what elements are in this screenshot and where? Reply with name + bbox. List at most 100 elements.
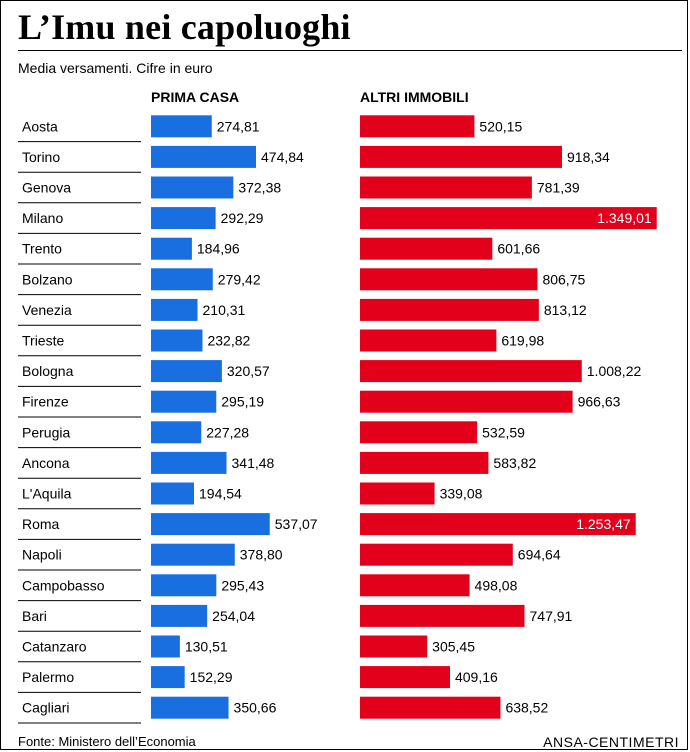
value-label-altri-immobili: 1.253,47 xyxy=(576,516,631,532)
city-label: Perugia xyxy=(22,424,70,440)
value-label-altri-immobili: 694,64 xyxy=(518,547,561,563)
city-label: Bologna xyxy=(22,363,74,379)
column-header-altri-immobili: ALTRI IMMOBILI xyxy=(360,89,469,105)
value-label-altri-immobili: 638,52 xyxy=(505,700,548,716)
city-label: Palermo xyxy=(22,669,74,685)
source-note: Fonte: Ministero dell’Economia xyxy=(18,734,196,749)
bar-prima-casa xyxy=(151,237,192,260)
value-label-prima-casa: 184,96 xyxy=(197,241,240,257)
value-label-prima-casa: 341,48 xyxy=(232,455,275,471)
city-label: Torino xyxy=(22,149,60,165)
value-label-prima-casa: 350,66 xyxy=(234,700,277,716)
bar-prima-casa xyxy=(151,115,212,138)
value-label-altri-immobili: 601,66 xyxy=(497,241,540,257)
city-label: Ancona xyxy=(22,455,70,471)
city-label: L'Aquila xyxy=(22,486,72,502)
bar-altri-immobili xyxy=(360,666,450,689)
value-label-prima-casa: 194,54 xyxy=(199,486,242,502)
bar-altri-immobili xyxy=(360,176,532,199)
value-label-prima-casa: 254,04 xyxy=(212,608,255,624)
bar-altri-immobili xyxy=(360,635,428,658)
bar-prima-casa xyxy=(151,635,180,658)
value-label-prima-casa: 292,29 xyxy=(221,210,264,226)
bar-altri-immobili xyxy=(360,574,470,597)
value-label-altri-immobili: 619,98 xyxy=(501,333,544,349)
bar-altri-immobili xyxy=(360,115,475,138)
city-label: Napoli xyxy=(22,547,62,563)
credit-label: ANSA-CENTIMETRI xyxy=(543,734,679,750)
city-label: Cagliari xyxy=(22,700,69,716)
bar-prima-casa xyxy=(151,360,222,383)
value-label-altri-immobili: 583,82 xyxy=(493,455,536,471)
bar-altri-immobili xyxy=(360,513,636,536)
value-label-altri-immobili: 532,59 xyxy=(482,424,525,440)
bar-altri-immobili xyxy=(360,604,525,627)
bar-prima-casa xyxy=(151,666,185,689)
city-label: Bari xyxy=(22,608,47,624)
bar-prima-casa xyxy=(151,176,234,199)
bar-prima-casa xyxy=(151,145,256,168)
bar-altri-immobili xyxy=(360,145,562,168)
bar-prima-casa xyxy=(151,421,202,444)
bar-altri-immobili xyxy=(360,298,539,321)
value-label-altri-immobili: 918,34 xyxy=(567,149,610,165)
bar-altri-immobili xyxy=(360,451,489,474)
value-label-altri-immobili: 498,08 xyxy=(475,577,518,593)
city-label: Aosta xyxy=(22,118,58,134)
bar-altri-immobili xyxy=(360,360,582,383)
value-label-prima-casa: 378,80 xyxy=(240,547,283,563)
value-label-altri-immobili: 781,39 xyxy=(537,180,580,196)
value-label-prima-casa: 130,51 xyxy=(185,639,228,655)
bar-prima-casa xyxy=(151,482,195,505)
city-label: Catanzaro xyxy=(22,639,87,655)
bar-prima-casa xyxy=(151,268,213,291)
bar-prima-casa xyxy=(151,513,270,536)
bar-altri-immobili xyxy=(360,543,513,566)
value-label-altri-immobili: 1.349,01 xyxy=(597,210,652,226)
value-label-prima-casa: 227,28 xyxy=(206,424,249,440)
value-label-altri-immobili: 409,16 xyxy=(455,669,498,685)
value-label-altri-immobili: 813,12 xyxy=(544,302,587,318)
value-label-prima-casa: 372,38 xyxy=(238,180,281,196)
bar-prima-casa xyxy=(151,329,203,352)
value-label-altri-immobili: 339,08 xyxy=(440,486,483,502)
city-label: Campobasso xyxy=(22,577,105,593)
value-label-altri-immobili: 305,45 xyxy=(432,639,475,655)
column-header-prima-casa: PRIMA CASA xyxy=(151,89,240,105)
value-label-prima-casa: 295,19 xyxy=(221,394,264,410)
bar-prima-casa xyxy=(151,574,217,597)
value-label-prima-casa: 210,31 xyxy=(203,302,246,318)
city-label: Venezia xyxy=(22,302,72,318)
value-label-prima-casa: 274,81 xyxy=(217,118,260,134)
value-label-prima-casa: 279,42 xyxy=(218,271,261,287)
city-label: Trieste xyxy=(22,333,64,349)
value-label-altri-immobili: 520,15 xyxy=(479,118,522,134)
value-label-altri-immobili: 806,75 xyxy=(542,271,585,287)
city-label: Genova xyxy=(22,180,71,196)
bar-prima-casa xyxy=(151,543,235,566)
value-label-prima-casa: 152,29 xyxy=(190,669,233,685)
bar-altri-immobili xyxy=(360,482,435,505)
bar-altri-immobili xyxy=(360,237,493,260)
value-label-prima-casa: 474,84 xyxy=(261,149,304,165)
bar-altri-immobili xyxy=(360,329,497,352)
chart-title: L’Imu nei capoluoghi xyxy=(18,7,351,47)
value-label-prima-casa: 320,57 xyxy=(227,363,270,379)
bar-prima-casa xyxy=(151,298,198,321)
value-label-altri-immobili: 747,91 xyxy=(530,608,573,624)
bar-chart: Aosta 274,81 520,15 Torino 474,84 918,34 Genov… xyxy=(18,115,657,724)
bar-prima-casa xyxy=(151,604,208,627)
city-label: Roma xyxy=(22,516,60,532)
title-divider xyxy=(18,50,682,51)
bar-prima-casa xyxy=(151,696,229,719)
value-label-prima-casa: 537,07 xyxy=(275,516,318,532)
city-label: Bolzano xyxy=(22,271,73,287)
bar-altri-immobili xyxy=(360,421,478,444)
bar-prima-casa xyxy=(151,451,227,474)
city-label: Trento xyxy=(22,241,62,257)
value-label-altri-immobili: 966,63 xyxy=(578,394,621,410)
value-label-prima-casa: 295,43 xyxy=(221,577,264,593)
bar-altri-immobili xyxy=(360,207,657,230)
value-label-prima-casa: 232,82 xyxy=(207,333,250,349)
